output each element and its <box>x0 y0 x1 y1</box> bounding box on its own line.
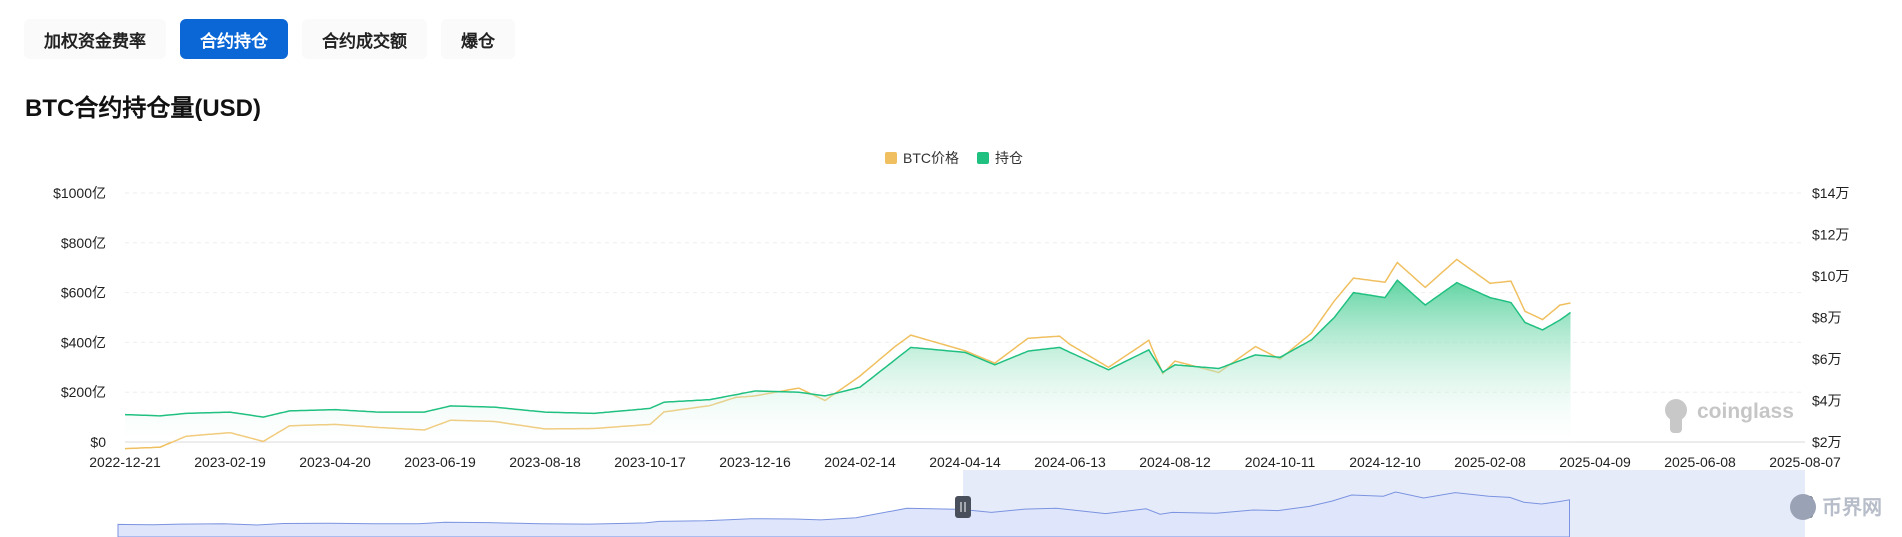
x-tick-label: 2025-04-09 <box>1559 454 1631 470</box>
y-right-tick-label: $4万 <box>1812 393 1842 409</box>
x-tick-label: 2025-02-08 <box>1454 454 1526 470</box>
svg-text:币界网: 币界网 <box>1822 496 1882 519</box>
x-tick-label: 2025-06-08 <box>1664 454 1736 470</box>
y-left-tick-label: $1000亿 <box>53 185 106 201</box>
y-left-tick-label: $400亿 <box>61 334 106 350</box>
range-navigator[interactable] <box>117 470 1813 537</box>
y-left-tick-label: $0 <box>90 434 106 450</box>
x-tick-label: 2023-10-17 <box>614 454 686 470</box>
x-tick-label: 2024-08-12 <box>1139 454 1211 470</box>
open-interest-area <box>125 280 1571 442</box>
y-right-tick-label: $2万 <box>1812 434 1842 450</box>
svg-text:BTC价格: BTC价格 <box>903 150 959 166</box>
corner-logo: 币界网 <box>1790 494 1882 520</box>
tab-liquidation[interactable]: 爆仓 <box>441 19 515 59</box>
x-tick-label: 2023-12-16 <box>719 454 791 470</box>
page-title: BTC合约持仓量(USD) <box>25 95 261 122</box>
x-tick-label: 2023-02-19 <box>194 454 266 470</box>
tab-volume[interactable]: 合约成交额 <box>302 19 427 59</box>
x-tick-label: 2023-06-19 <box>404 454 476 470</box>
tab-bar: 加权资金费率 合约持仓 合约成交额 爆仓 <box>24 19 515 59</box>
coinglass-watermark: coinglass <box>1665 399 1794 433</box>
navigator-series <box>117 491 1570 537</box>
y-right-tick-label: $10万 <box>1812 268 1849 284</box>
legend-item-btc-price[interactable]: BTC价格 <box>885 150 959 166</box>
tab-funding-rate[interactable]: 加权资金费率 <box>24 19 166 59</box>
tab-open-interest[interactable]: 合约持仓 <box>180 19 288 59</box>
chart-container: $0 $200亿 $400亿 $600亿 $800亿 $1000亿 $2万 $4万 $6万 $8万… <box>0 130 1902 537</box>
x-tick-label: 2023-04-20 <box>299 454 371 470</box>
chart-legend: BTC价格 持仓 <box>885 150 1023 166</box>
y-right-tick-label: $6万 <box>1812 351 1842 367</box>
y-right-tick-label: $14万 <box>1812 185 1849 201</box>
y-right-tick-label: $12万 <box>1812 227 1849 243</box>
x-tick-label: 2024-02-14 <box>824 454 896 470</box>
y-right-tick-label: $8万 <box>1812 310 1842 326</box>
x-tick-label: 2024-10-11 <box>1245 454 1316 470</box>
x-tick-label: 2024-12-10 <box>1349 454 1421 470</box>
svg-text:coinglass: coinglass <box>1697 400 1794 423</box>
x-tick-label: 2024-06-13 <box>1034 454 1106 470</box>
y-left-tick-label: $200亿 <box>61 384 106 400</box>
x-tick-label: 2024-04-14 <box>929 454 1001 470</box>
x-tick-label: 2023-08-18 <box>509 454 581 470</box>
navigator-left-handle[interactable] <box>955 496 971 518</box>
x-tick-label: 2025-08-07 <box>1769 454 1841 470</box>
svg-text:持仓: 持仓 <box>995 150 1023 166</box>
legend-item-open-interest[interactable]: 持仓 <box>977 150 1023 166</box>
y-left-tick-label: $600亿 <box>61 285 106 301</box>
open-interest-chart[interactable]: $0 $200亿 $400亿 $600亿 $800亿 $1000亿 $2万 $4万 $6万 $8万… <box>0 130 1902 537</box>
x-tick-label: 2022-12-21 <box>89 454 161 470</box>
y-left-tick-label: $800亿 <box>61 235 106 251</box>
open-interest-line[interactable] <box>124 279 1571 418</box>
